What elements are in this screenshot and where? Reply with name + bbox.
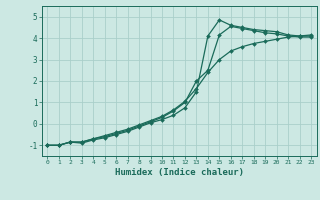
X-axis label: Humidex (Indice chaleur): Humidex (Indice chaleur) (115, 168, 244, 177)
